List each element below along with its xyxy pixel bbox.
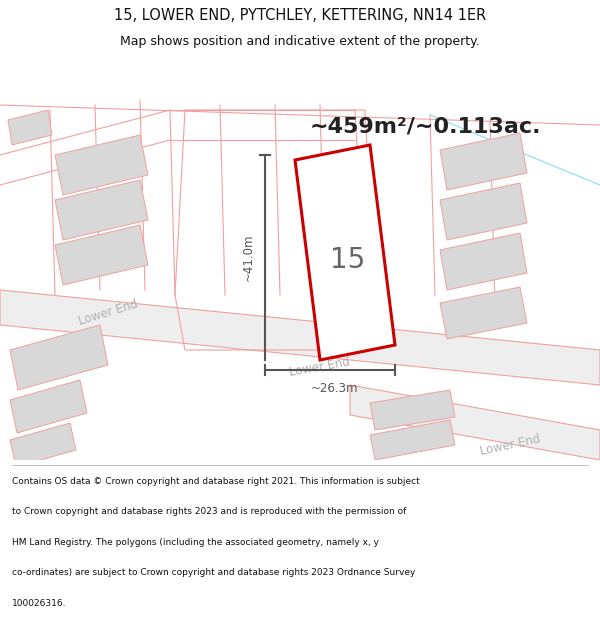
Text: Map shows position and indicative extent of the property.: Map shows position and indicative extent… bbox=[120, 35, 480, 48]
Polygon shape bbox=[10, 325, 108, 390]
Polygon shape bbox=[55, 135, 148, 195]
Text: HM Land Registry. The polygons (including the associated geometry, namely x, y: HM Land Registry. The polygons (includin… bbox=[12, 538, 379, 546]
Polygon shape bbox=[0, 290, 600, 385]
Text: ~459m²/~0.113ac.: ~459m²/~0.113ac. bbox=[310, 117, 542, 137]
Text: ~41.0m: ~41.0m bbox=[242, 234, 255, 281]
Polygon shape bbox=[55, 225, 148, 285]
Text: Lower End: Lower End bbox=[289, 355, 352, 379]
Polygon shape bbox=[8, 110, 52, 145]
Polygon shape bbox=[370, 420, 455, 460]
Text: to Crown copyright and database rights 2023 and is reproduced with the permissio: to Crown copyright and database rights 2… bbox=[12, 507, 406, 516]
Polygon shape bbox=[10, 423, 76, 467]
Polygon shape bbox=[440, 183, 527, 240]
Polygon shape bbox=[440, 233, 527, 290]
Polygon shape bbox=[10, 380, 87, 433]
Text: Lower End: Lower End bbox=[77, 298, 139, 328]
Text: Lower End: Lower End bbox=[479, 432, 541, 457]
Polygon shape bbox=[440, 133, 527, 190]
Text: 100026316.: 100026316. bbox=[12, 599, 67, 608]
Polygon shape bbox=[295, 145, 395, 360]
Polygon shape bbox=[55, 180, 148, 240]
Text: Contains OS data © Crown copyright and database right 2021. This information is : Contains OS data © Crown copyright and d… bbox=[12, 476, 420, 486]
Text: 15, LOWER END, PYTCHLEY, KETTERING, NN14 1ER: 15, LOWER END, PYTCHLEY, KETTERING, NN14… bbox=[114, 8, 486, 23]
Text: co-ordinates) are subject to Crown copyright and database rights 2023 Ordnance S: co-ordinates) are subject to Crown copyr… bbox=[12, 568, 415, 577]
Text: ~26.3m: ~26.3m bbox=[311, 382, 359, 395]
Text: 15: 15 bbox=[331, 246, 365, 274]
Polygon shape bbox=[350, 385, 600, 460]
Polygon shape bbox=[370, 390, 455, 430]
Polygon shape bbox=[440, 287, 527, 339]
